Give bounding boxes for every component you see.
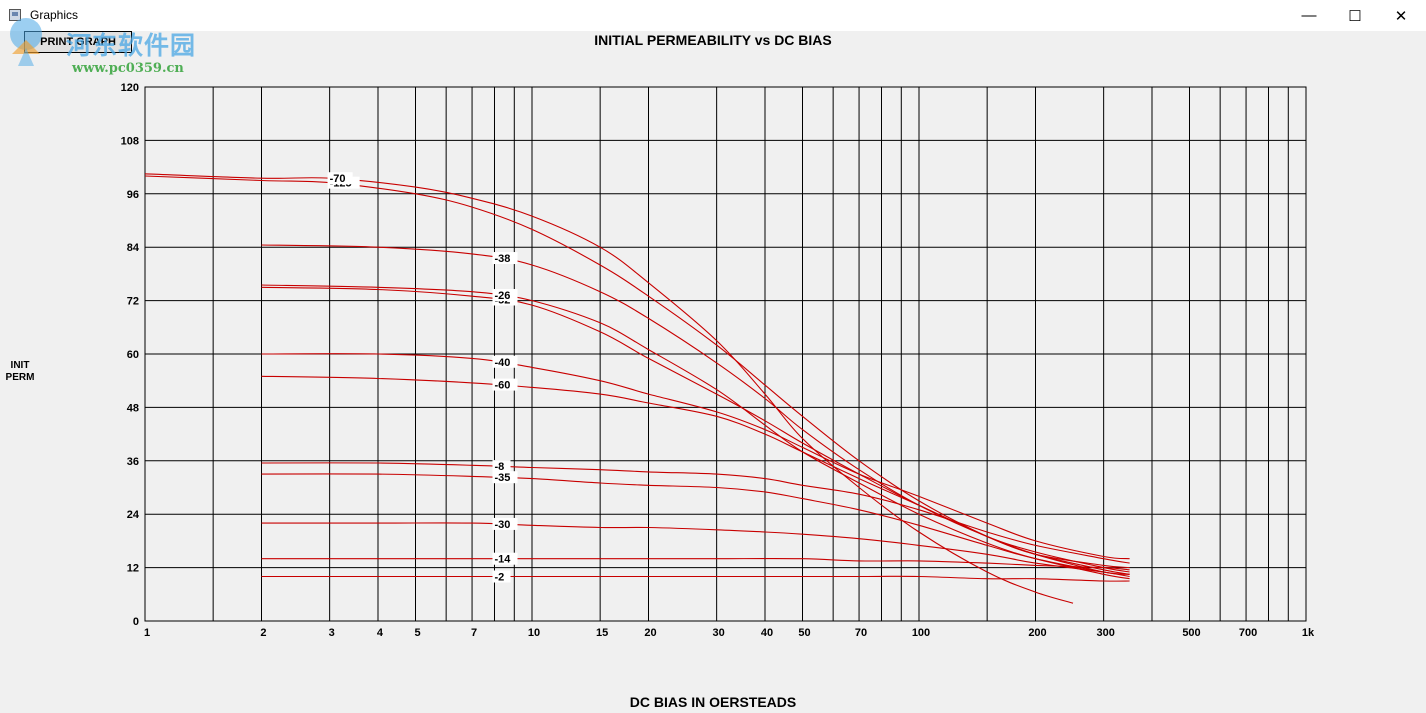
y-tick-label: 0 <box>133 616 139 628</box>
series-label-bg <box>492 552 518 565</box>
series-label: -14 <box>494 554 511 566</box>
series-label: -70 <box>330 173 346 185</box>
series-label-bg <box>492 517 518 530</box>
x-tick-label: 500 <box>1182 627 1200 639</box>
y-tick-label: 48 <box>127 402 139 414</box>
series-label-bg <box>492 252 518 265</box>
x-tick-label: 1k <box>1302 627 1315 639</box>
series-line <box>261 353 1130 560</box>
x-tick-label: 700 <box>1239 627 1257 639</box>
x-tick-label: 1 <box>144 627 150 639</box>
app-icon <box>9 9 21 21</box>
series-line <box>261 557 1130 571</box>
chart-title: INITIAL PERMEABILITY vs DC BIAS <box>594 32 832 48</box>
x-tick-label: 2 <box>260 627 266 639</box>
x-tick-label: 200 <box>1028 627 1046 639</box>
series-label-bg <box>492 378 518 391</box>
y-tick-label: 60 <box>127 349 139 361</box>
series-label: -38 <box>494 253 510 265</box>
x-tick-label: 20 <box>644 627 656 639</box>
series-label-bg <box>492 289 518 302</box>
series-line <box>261 473 1130 575</box>
series-line <box>261 375 1130 569</box>
series-line <box>261 462 1130 564</box>
plot-frame <box>144 86 1307 622</box>
y-tick-label: 108 <box>121 135 139 147</box>
series-label: -30 <box>494 519 510 531</box>
close-button[interactable]: ✕ <box>1394 7 1408 25</box>
x-tick-label: 300 <box>1096 627 1114 639</box>
watermark: 河东软件园 www.pc0359.cn <box>4 14 214 76</box>
watermark-url: www.pc0359.cn <box>72 61 184 76</box>
y-tick-label: 72 <box>127 296 139 308</box>
x-tick-label: 70 <box>855 627 867 639</box>
y-tick-label: 36 <box>127 456 139 468</box>
x-tick-label: 100 <box>912 627 930 639</box>
x-tick-label: 3 <box>329 627 335 639</box>
series-line <box>261 575 1130 582</box>
series-line <box>261 244 1130 573</box>
x-tick-label: 50 <box>798 627 810 639</box>
x-tick-label: 15 <box>596 627 608 639</box>
print-graph-button[interactable]: PRINT GRAPH <box>24 31 132 53</box>
y-axis-label-line2: PERM <box>5 372 35 383</box>
maximize-button[interactable]: ☐ <box>1348 7 1362 25</box>
series-line <box>144 173 1074 604</box>
x-axis-label: DC BIAS IN OERSTEADS <box>629 694 797 710</box>
y-tick-label: 84 <box>127 242 140 254</box>
series-label: -2 <box>494 572 504 584</box>
y-axis-label-line1: INIT <box>10 360 30 371</box>
series-label-bg <box>492 460 511 473</box>
y-tick-label: 12 <box>127 563 139 575</box>
window-titlebar: Graphics — ☐ ✕ <box>0 0 1426 31</box>
y-tick-label: 120 <box>121 82 139 94</box>
x-tick-label: 4 <box>377 627 384 639</box>
minimize-button[interactable]: — <box>1301 7 1317 24</box>
series-label: -40 <box>494 357 510 369</box>
x-tick-label: 7 <box>471 627 477 639</box>
watermark-text: 河东软件园 <box>66 31 197 60</box>
series-label: -35 <box>494 472 510 484</box>
x-tick-label: 5 <box>414 627 420 639</box>
series-label-bg <box>492 570 511 583</box>
series-label: -8 <box>494 461 504 473</box>
series-label-bg <box>492 355 518 368</box>
series-label-bg <box>327 172 353 185</box>
series-line <box>261 286 1130 575</box>
x-tick-label: 10 <box>528 627 540 639</box>
y-tick-label: 24 <box>127 509 140 521</box>
series-label: -60 <box>494 380 510 392</box>
watermark-logo-icon <box>10 18 42 66</box>
x-tick-label: 40 <box>761 627 773 639</box>
window-title: Graphics <box>30 8 79 22</box>
series-label: -26 <box>494 290 510 302</box>
series-label-bg <box>492 471 518 484</box>
x-tick-label: 30 <box>713 627 725 639</box>
series-line <box>261 522 1130 578</box>
y-tick-label: 96 <box>127 189 139 201</box>
